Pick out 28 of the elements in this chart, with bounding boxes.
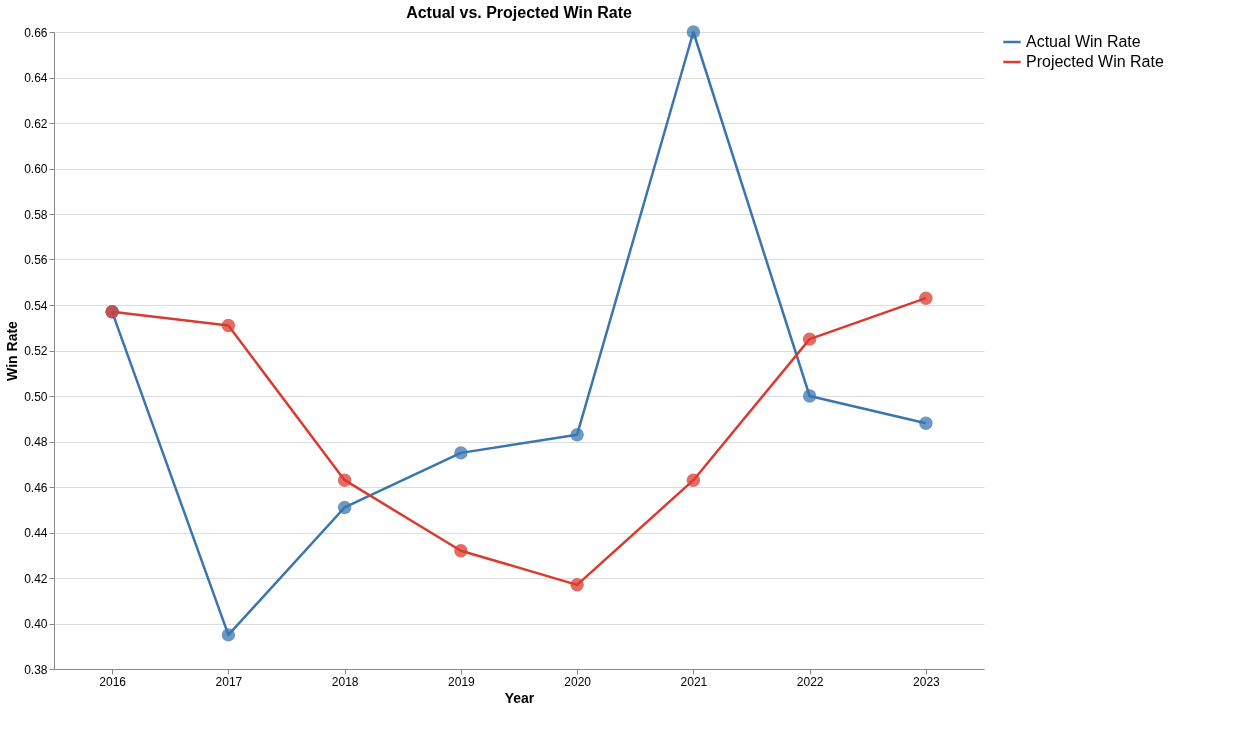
y-tick-label: 0.44 bbox=[24, 526, 48, 540]
y-tick-label: 0.60 bbox=[24, 162, 48, 176]
y-tick-label: 0.40 bbox=[24, 617, 48, 631]
y-tick-label: 0.48 bbox=[24, 435, 48, 449]
y-tick-label: 0.66 bbox=[24, 25, 48, 40]
y-tick-label: 0.58 bbox=[24, 207, 48, 222]
y-tick-label: 0.42 bbox=[24, 571, 48, 586]
y-tick-label: 0.62 bbox=[24, 116, 48, 131]
x-tick-label: 2021 bbox=[680, 674, 708, 689]
y-tick-label: 0.46 bbox=[24, 480, 48, 495]
x-tick-label: 2016 bbox=[99, 674, 127, 689]
x-tick-label: 2020 bbox=[564, 674, 592, 689]
y-tick-label: 0.56 bbox=[24, 253, 48, 267]
legend-label: Actual Win Rate bbox=[1026, 33, 1141, 50]
y-tick-label: 0.54 bbox=[24, 298, 48, 313]
x-tick-label: 2017 bbox=[215, 674, 243, 689]
x-tick-label: 2023 bbox=[913, 674, 941, 689]
x-tick-label: 2018 bbox=[331, 674, 359, 689]
x-axis-title: Year bbox=[504, 689, 535, 706]
y-tick-label: 0.50 bbox=[24, 389, 48, 404]
y-tick-label: 0.52 bbox=[24, 344, 48, 358]
y-tick-label: 0.38 bbox=[24, 662, 48, 677]
y-tick-label: 0.64 bbox=[24, 71, 48, 85]
legend-label: Projected Win Rate bbox=[1026, 53, 1164, 70]
chart-title: Actual vs. Projected Win Rate bbox=[406, 4, 632, 22]
x-tick-label: 2022 bbox=[796, 674, 824, 689]
x-tick-label: 2019 bbox=[448, 674, 476, 689]
y-axis-title: Win Rate bbox=[4, 320, 21, 381]
